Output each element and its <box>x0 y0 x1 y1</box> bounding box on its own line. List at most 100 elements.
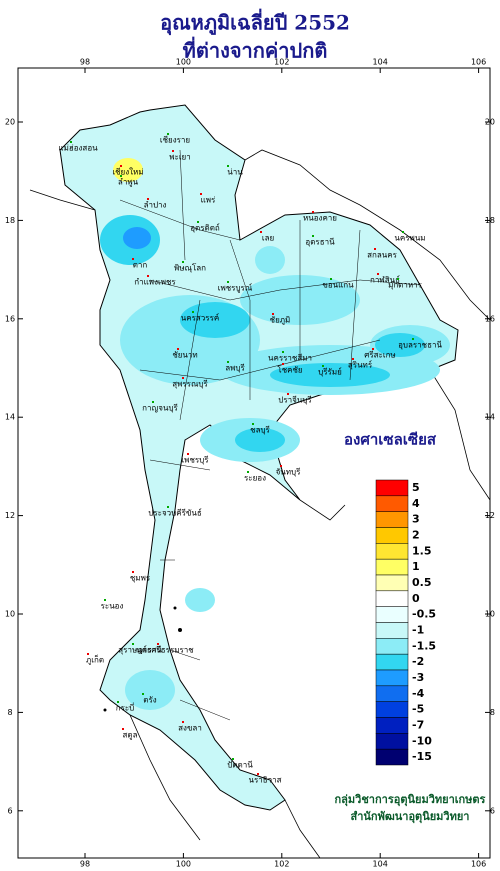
station <box>227 165 229 167</box>
lat-tick-label: 20 <box>5 118 15 127</box>
station <box>87 653 89 655</box>
station <box>187 453 189 455</box>
station <box>280 465 282 467</box>
province-label: สงขลา <box>178 724 202 733</box>
province-label: ปราจีนบุรี <box>278 396 312 405</box>
province-label: บุรีรัมย์ <box>318 367 342 377</box>
islands <box>103 606 182 712</box>
legend-swatch <box>375 717 409 734</box>
legend-swatch <box>375 733 409 750</box>
province-label: อุตรดิตถ์ <box>190 223 220 233</box>
province-label: เลย <box>262 234 274 243</box>
province-label: เพชรบุรี <box>181 456 209 465</box>
lat-tick-label: 8 <box>490 708 495 717</box>
station <box>120 165 122 167</box>
station <box>122 728 124 730</box>
lon-tick-label: 102 <box>274 58 289 67</box>
station <box>227 361 229 363</box>
province-label: นราธิวาส <box>248 776 281 785</box>
legend-swatch <box>375 653 409 671</box>
station <box>272 313 274 315</box>
thailand <box>59 104 459 811</box>
lon-tick-label: 100 <box>176 860 191 869</box>
lon-tick-label: 102 <box>274 860 289 869</box>
legend-label: -15 <box>412 750 432 763</box>
station <box>330 278 332 280</box>
lat-tick-label: 16 <box>5 314 15 323</box>
station <box>252 423 254 425</box>
station <box>177 348 179 350</box>
legend-swatch <box>375 511 409 528</box>
province-label: ระนอง <box>101 602 124 611</box>
subtitle: ที่ต่างจากค่าปกติ <box>183 36 328 63</box>
province-label: ลำพูน <box>118 178 139 188</box>
legend-label: 3 <box>412 513 420 526</box>
lat-tick-label: 6 <box>490 806 495 815</box>
province-label: ประจวบคีรีขันธ์ <box>148 508 202 518</box>
station <box>282 351 284 353</box>
province-label: นครศรีธรรมราช <box>136 646 194 655</box>
legend-label: -4 <box>412 687 425 700</box>
station <box>247 471 249 473</box>
station <box>142 693 144 695</box>
province-label: อุดรธานี <box>305 238 335 247</box>
legend-swatch <box>375 701 409 718</box>
legend-label: -0.5 <box>412 608 436 621</box>
province-label: ปัตตานี <box>227 761 253 770</box>
lat-tick-label: 10 <box>5 610 15 619</box>
legend-swatch <box>375 574 409 592</box>
province-label: เชียงราย <box>160 136 190 145</box>
station <box>322 365 324 367</box>
station <box>312 235 314 237</box>
station <box>352 358 354 360</box>
province-label: แพร่ <box>201 196 216 205</box>
province-label: ชัยภูมิ <box>270 316 291 326</box>
province-label: มุกดาหาร <box>388 281 423 290</box>
lon-tick-label: 98 <box>80 860 90 869</box>
station <box>132 571 134 573</box>
station <box>377 273 379 275</box>
legend-swatch <box>375 479 409 497</box>
legend-swatch <box>375 606 409 623</box>
legend-label: -1 <box>412 623 424 636</box>
station <box>132 643 134 645</box>
province-label: แม่ฮ่องสอน <box>58 144 98 153</box>
legend-label: -3 <box>412 671 424 684</box>
station <box>172 150 174 152</box>
legend-label: -1.5 <box>412 639 436 652</box>
province-label: กำแพงเพชร <box>134 278 176 287</box>
legend-label: 1.5 <box>412 544 432 557</box>
province-label: เพชรบูรณ์ <box>218 283 253 294</box>
station <box>312 211 314 213</box>
station <box>147 275 149 277</box>
station <box>227 281 229 283</box>
station <box>260 231 262 233</box>
legend-swatch <box>375 622 409 639</box>
station <box>374 248 376 250</box>
legend-swatch <box>375 527 409 544</box>
lat-tick-label: 6 <box>7 806 12 815</box>
province-label: สกลนคร <box>367 251 397 260</box>
province-label: ระยอง <box>244 474 266 483</box>
lon-tick-label: 106 <box>471 58 486 67</box>
province-label: หนองคาย <box>303 214 337 223</box>
station <box>167 133 169 135</box>
station <box>282 363 284 365</box>
legend-label: 1 <box>412 560 420 573</box>
station <box>192 311 194 313</box>
province-label: ชัยนาท <box>172 351 197 360</box>
lat-tick-label: 14 <box>5 413 15 422</box>
station <box>287 393 289 395</box>
lat-tick-label: 8 <box>7 708 12 717</box>
station <box>402 231 404 233</box>
legend-swatch <box>375 669 409 687</box>
station <box>182 261 184 263</box>
legend-label: 5 <box>412 481 420 494</box>
legend-label: 2 <box>412 528 420 541</box>
legend-swatch <box>375 748 409 766</box>
province-label: ลำปาง <box>144 201 167 210</box>
credit: กลุ่มวิชาการอุตุนิยมวิทยาเกษตร <box>335 793 486 807</box>
legend-label: 4 <box>412 497 420 510</box>
province-label: ตาก <box>133 261 148 270</box>
